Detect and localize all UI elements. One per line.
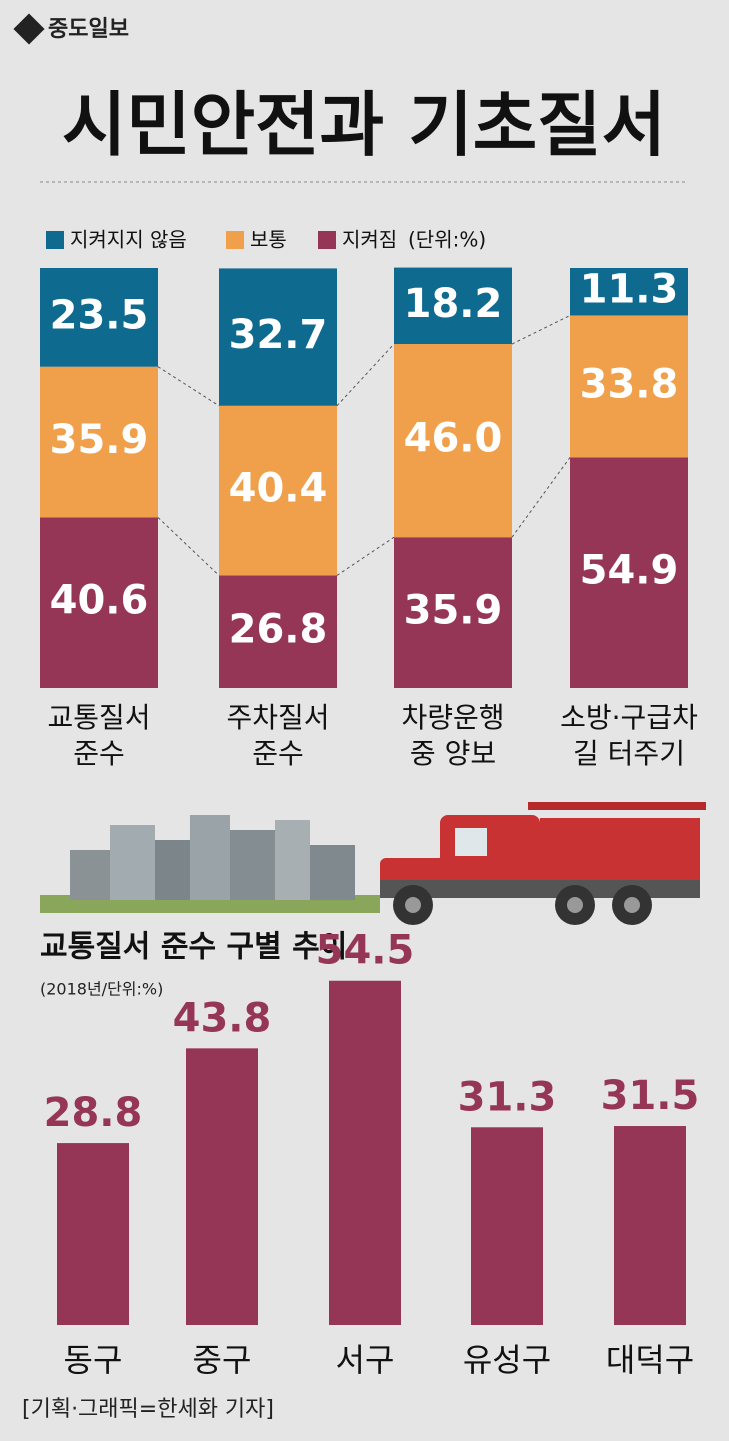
category-label: 중구	[192, 1341, 252, 1379]
bar-segment	[394, 344, 512, 538]
value-label: 40.6	[50, 578, 149, 624]
category-label: 서구	[335, 1341, 395, 1379]
value-label: 43.8	[173, 995, 272, 1041]
value-label: 46.0	[404, 416, 503, 462]
value-label: 40.4	[229, 466, 328, 512]
bar-segment	[219, 268, 337, 406]
logo: 중도일보	[48, 17, 129, 42]
bar	[186, 1048, 258, 1325]
value-label: 18.2	[404, 281, 503, 327]
bar-segment	[40, 517, 158, 688]
bar	[329, 980, 401, 1325]
bar-segment	[394, 267, 512, 345]
value-label: 31.3	[458, 1074, 557, 1120]
page-title: 시민안전과 기초질서	[62, 84, 666, 166]
value-label: 33.8	[580, 361, 679, 407]
bar-segment	[40, 366, 158, 518]
value-label: 31.5	[601, 1073, 700, 1119]
value-label: 11.3	[580, 267, 679, 313]
connector	[336, 343, 395, 407]
legend-label: 지켜지지 않음	[70, 228, 187, 252]
value-label: 54.9	[580, 548, 679, 594]
connector	[511, 315, 571, 345]
chart-title: 교통질서 준수 구별 추이	[40, 930, 347, 965]
bar-segment	[570, 268, 688, 316]
value-label: 28.8	[44, 1090, 143, 1136]
bar	[614, 1126, 686, 1325]
connector	[157, 517, 220, 576]
category-label: 차량운행 중 양보	[401, 701, 505, 770]
bar-segment	[394, 537, 512, 688]
bar	[57, 1143, 129, 1325]
connector	[336, 536, 395, 576]
category-label: 유성구	[462, 1341, 552, 1379]
illustration	[40, 802, 706, 925]
logo-icon	[13, 13, 45, 45]
legend-label: 지켜짐	[342, 228, 397, 252]
chart-subtitle: (2018년/단위:%)	[40, 980, 163, 999]
bar	[471, 1127, 543, 1325]
legend-swatch	[318, 231, 336, 249]
value-label: 35.9	[404, 588, 503, 634]
category-label: 대덕구	[605, 1341, 695, 1379]
value-label: 23.5	[50, 292, 149, 338]
value-label: 35.9	[50, 417, 149, 463]
bar-segment	[219, 575, 337, 688]
value-label: 32.7	[229, 312, 328, 358]
legend-label: 보통	[250, 228, 287, 252]
connector	[157, 366, 220, 407]
value-label: 26.8	[229, 607, 328, 653]
legend-swatch	[46, 231, 64, 249]
bar-segment	[570, 315, 688, 458]
bar-segment	[40, 268, 158, 367]
credit: [기획·그래픽=한세화 기자]	[22, 1397, 274, 1422]
legend-swatch	[226, 231, 244, 249]
category-label: 동구	[63, 1341, 123, 1379]
category-label: 소방·구급차 길 터주기	[560, 701, 698, 770]
bar-segment	[570, 457, 688, 688]
legend-unit: (단위:%)	[408, 228, 486, 252]
value-label: 54.5	[316, 928, 415, 974]
category-label: 교통질서 준수	[47, 701, 151, 770]
connector	[511, 457, 571, 538]
bar-segment	[219, 405, 337, 576]
category-label: 주차질서 준수	[226, 701, 330, 770]
